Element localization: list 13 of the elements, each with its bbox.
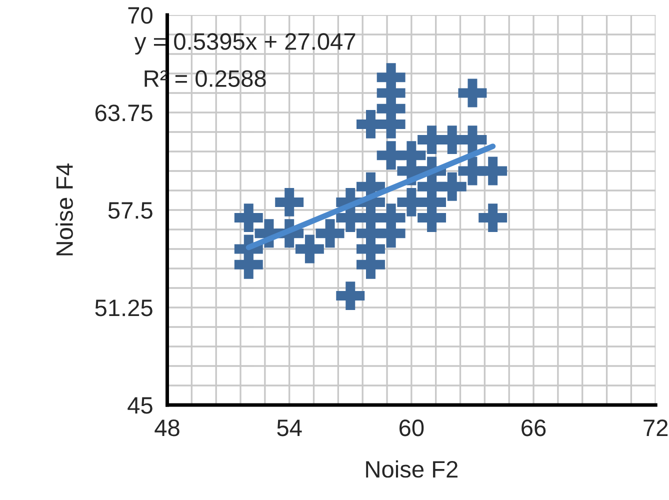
x-tick-label: 54 [277,420,302,436]
y-tick-label: 51.25 [95,300,152,316]
annotation: y = 0.5395x + 27.047 [134,33,356,55]
x-tick-label: 48 [154,420,180,436]
x-tick-label: 66 [522,420,546,436]
y-tick-label: 63.75 [95,104,152,122]
y-tick-label: 45 [128,397,152,414]
y-tick-label: 57.5 [108,202,152,219]
y-axis-title: Noise F4 [56,163,73,256]
y-tick-label: 70 [128,7,152,24]
x-axis-title: Noise F2 [366,460,458,478]
x-tick-label: 60 [400,420,424,436]
x-tick-label: 72 [644,420,668,436]
